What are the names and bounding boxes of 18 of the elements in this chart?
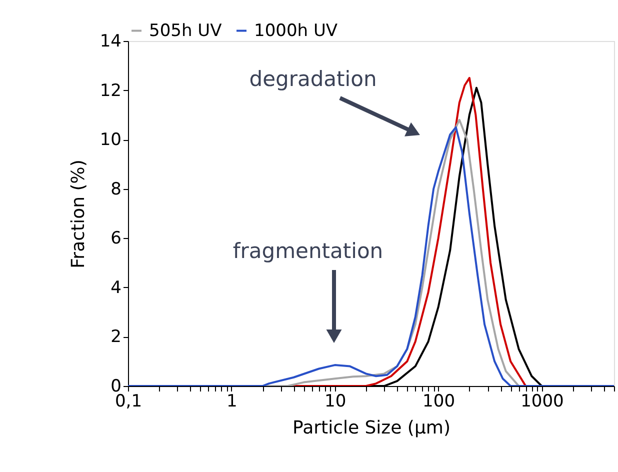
legend-label: 505h UV xyxy=(149,20,222,41)
y-axis-title: Fraction (%) xyxy=(68,160,89,268)
annotation: fragmentation xyxy=(232,239,384,263)
y-tick-label: 2 xyxy=(110,327,122,348)
x-tick-label: 1 xyxy=(226,392,238,412)
x-tick-label: 0,1 xyxy=(114,392,142,412)
x-tick-label: 100 xyxy=(422,392,456,412)
legend-label: 1000h UV xyxy=(254,20,338,41)
y-tick-label: 14 xyxy=(100,32,122,52)
x-axis-title: Particle Size (µm) xyxy=(292,418,450,438)
y-tick-label: 6 xyxy=(110,228,122,249)
x-tick-label: 10 xyxy=(324,392,346,412)
y-tick-label: 4 xyxy=(110,278,122,298)
y-tick-label: 10 xyxy=(100,130,122,150)
x-tick-label: 1000 xyxy=(520,392,564,412)
y-tick-label: 8 xyxy=(110,179,122,200)
annotation: degradation xyxy=(249,67,377,91)
y-tick-label: 12 xyxy=(100,80,122,101)
